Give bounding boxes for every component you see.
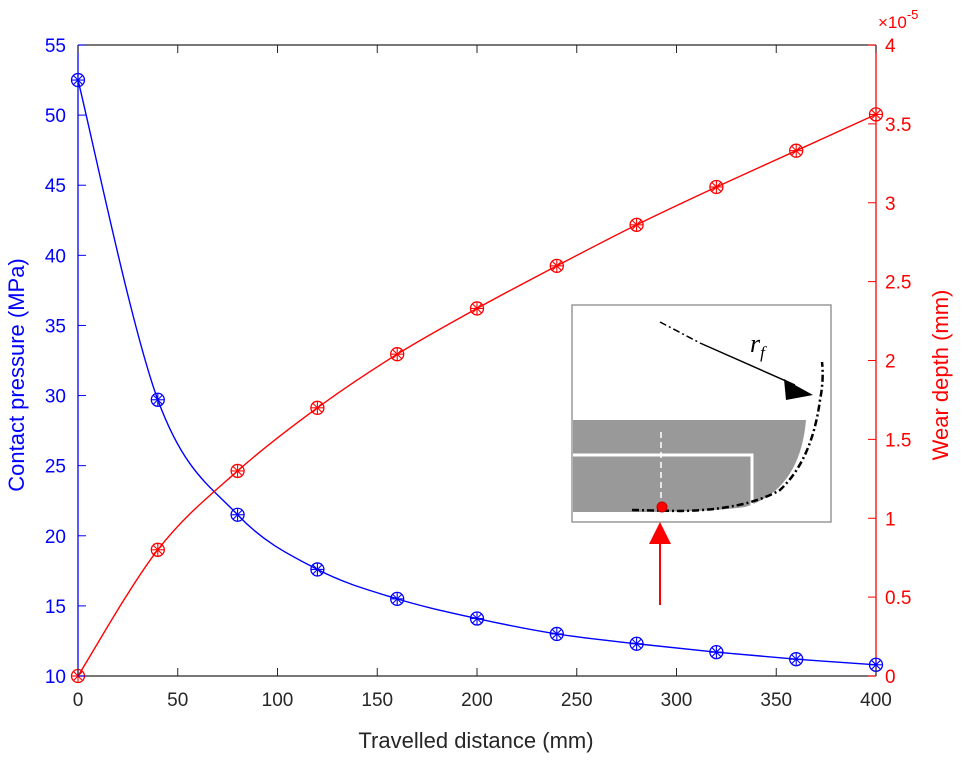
x-tick-label: 350: [760, 690, 792, 711]
series-left-point: [150, 392, 165, 407]
y-axis-left-label: Contact pressure (MPa): [4, 258, 29, 492]
y-right-tick-label: 2.5: [885, 273, 911, 294]
series-right-point: [230, 463, 245, 479]
point-star-stroke: [232, 465, 243, 476]
y-axis-right-label: Wear depth (mm): [928, 290, 953, 461]
y-left-tick-label: 10: [45, 667, 66, 688]
inset-radius-label: rf: [750, 329, 767, 362]
inset-contact-point: [656, 501, 668, 513]
x-tick-label: 200: [461, 690, 493, 711]
y-right-tick-label: 1.5: [885, 430, 911, 451]
series-right-point: [709, 179, 724, 195]
y-right-tick-label: 3: [885, 194, 896, 215]
series-layer: [70, 72, 884, 684]
x-tick-label: 150: [361, 690, 393, 711]
y-left-tick-label: 40: [45, 246, 66, 267]
x-tick-label: 300: [661, 690, 693, 711]
y-left-tick-label: 55: [45, 36, 66, 57]
right-axis-multiplier: ×10-5: [878, 7, 918, 32]
point-star-stroke: [711, 181, 722, 192]
point-star-stroke: [551, 260, 562, 271]
point-star-stroke: [312, 564, 323, 575]
point-star-stroke: [791, 654, 802, 665]
series-right-point: [469, 301, 485, 316]
point-star-stroke: [551, 628, 562, 639]
series-right-point: [390, 347, 405, 362]
inset-wear-profile: [631, 361, 824, 513]
point-star-stroke: [152, 394, 163, 405]
point-star-stroke: [392, 593, 403, 604]
x-tick-label: 250: [561, 690, 593, 711]
inset-radius-label-base: r: [750, 329, 761, 358]
series-left-point: [629, 636, 644, 651]
series-left-point: [789, 652, 804, 667]
point-star-stroke: [631, 219, 642, 230]
inset-diagram: rf: [571, 304, 832, 605]
series-left-point: [469, 611, 485, 626]
series-left-point: [549, 626, 564, 642]
point-star-stroke: [871, 109, 881, 120]
point-star-stroke: [631, 638, 642, 649]
series-left-point: [310, 562, 325, 577]
y-right-tick-label: 0: [885, 667, 896, 688]
series-right-point: [868, 107, 884, 122]
y-right-tick-label: 3.5: [885, 115, 911, 136]
series-right-point: [549, 258, 564, 274]
inset-gray-body: [573, 420, 806, 512]
inset-radius-arrowhead: [784, 379, 813, 400]
x-tick-label: 100: [262, 690, 294, 711]
point-star-stroke: [711, 647, 722, 658]
y-right-tick-label: 0.5: [885, 588, 911, 609]
point-star-stroke: [392, 349, 403, 360]
y-right-tick-label: 2: [885, 352, 896, 373]
series-right-point: [789, 143, 804, 158]
y-right-tick-label: 4: [885, 36, 896, 57]
point-star-stroke: [472, 613, 482, 624]
x-tick-label: 0: [73, 690, 84, 711]
y-left-tick-label: 20: [45, 527, 66, 548]
series-left-point: [230, 507, 245, 522]
series-left-point: [70, 72, 86, 88]
series-right-point: [310, 400, 325, 415]
series-right-point: [629, 217, 644, 232]
series-left-point: [709, 645, 724, 660]
point-star-stroke: [871, 659, 881, 670]
series-right-line: [77, 113, 877, 677]
inset-load-arrowhead: [649, 522, 671, 544]
point-star-stroke: [152, 544, 163, 555]
point-star-stroke: [312, 402, 323, 413]
y-left-tick-label: 50: [45, 106, 66, 127]
inset-white-channel: [573, 453, 754, 512]
inset-radius-label-sub: f: [760, 343, 767, 362]
y-left-tick-label: 25: [45, 457, 66, 478]
y-right-tick-label: 1: [885, 509, 896, 530]
point-star-stroke: [791, 145, 802, 156]
series-right-point: [150, 542, 165, 557]
series-left-point: [390, 591, 405, 607]
right-axis-multiplier-base: ×10: [878, 13, 907, 32]
point-star-stroke: [232, 509, 243, 520]
inset-radius-arrow-line: [699, 342, 796, 386]
x-tick-label: 400: [860, 690, 892, 711]
right-axis-multiplier-exponent: -5: [907, 7, 919, 22]
point-star-stroke: [73, 75, 83, 86]
x-tick-label: 50: [167, 690, 188, 711]
point-star-stroke: [472, 303, 482, 314]
y-left-tick-label: 15: [45, 597, 66, 618]
y-left-tick-label: 45: [45, 176, 66, 197]
y-left-tick-label: 30: [45, 387, 66, 408]
x-axis-label: Travelled distance (mm): [358, 728, 593, 753]
ticks-layer: 0 50 100 150 200 250 300 350 4001015202530354045…: [45, 36, 912, 711]
y-left-tick-label: 35: [45, 316, 66, 337]
